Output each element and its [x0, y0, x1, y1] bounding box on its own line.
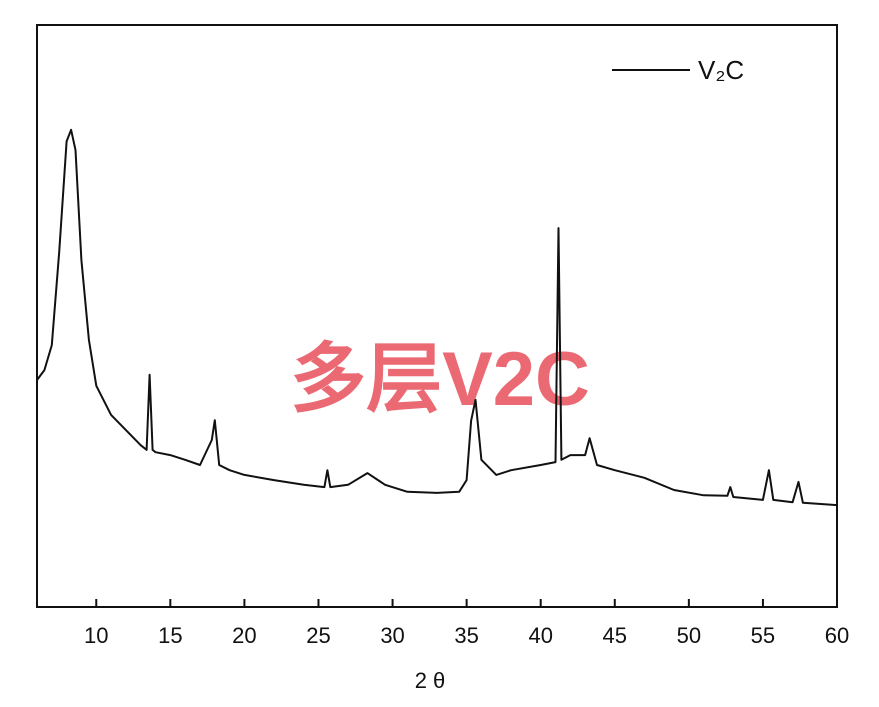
- x-tick-label: 10: [84, 623, 108, 648]
- x-tick-label: 35: [454, 623, 478, 648]
- annotation: 多层V2C: [290, 337, 590, 422]
- x-axis-label: 2 θ: [415, 668, 446, 693]
- x-tick-label: 40: [528, 623, 552, 648]
- x-tick-label: 15: [158, 623, 182, 648]
- x-tick-label: 25: [306, 623, 330, 648]
- x-tick-label: 60: [825, 623, 849, 648]
- x-tick-label: 20: [232, 623, 256, 648]
- plot-frame: [36, 24, 838, 608]
- legend-label: V₂C: [698, 55, 744, 85]
- data-line: [36, 128, 838, 507]
- x-tick-label: 55: [751, 623, 775, 648]
- x-tick-label: 30: [380, 623, 404, 648]
- x-tick-label: 45: [603, 623, 627, 648]
- x-tick-label: 50: [677, 623, 701, 648]
